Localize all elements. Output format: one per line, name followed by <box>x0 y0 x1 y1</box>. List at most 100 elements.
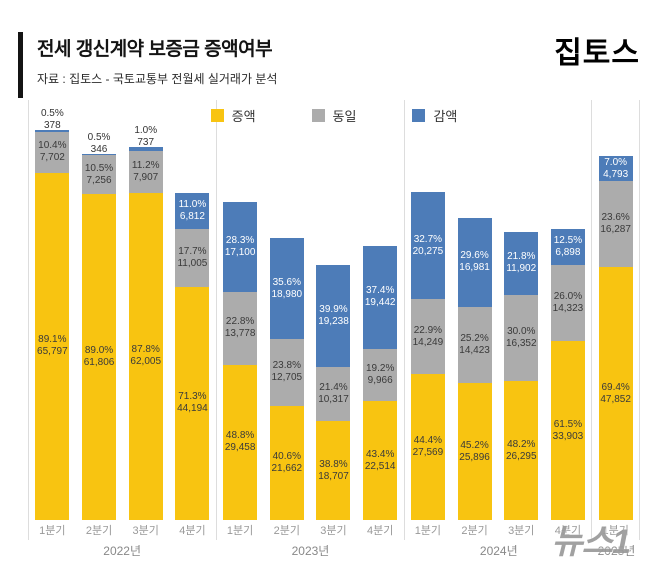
quarter-label: 1분기 <box>39 525 66 537</box>
bar-slot: 12.5% 6,898 26.0% 14,323 61.5% 33,903 4분기 <box>545 100 592 540</box>
segment-value: 14,249 <box>412 336 444 348</box>
segment-percent: 22.8% <box>225 316 255 328</box>
bar-segment-same: 11.2% 7,907 <box>128 150 163 193</box>
bar-segment-increase: 89.1% 65,797 <box>35 172 70 520</box>
source-note: 자료 : 집토스 - 국토교통부 전월세 실거래가 분석 <box>37 72 278 86</box>
segment-value: 29,458 <box>224 442 256 454</box>
segment-labels-increase: 69.4% 47,852 <box>600 382 631 406</box>
segment-labels-decrease: 1.0% 737 <box>134 125 157 149</box>
segment-percent: 17.7% <box>178 245 207 257</box>
bar-segment-decrease: 28.3% 17,100 <box>223 201 258 292</box>
bar-segment-same: 23.8% 12,705 <box>269 338 304 406</box>
segment-percent: 0.5% <box>87 131 111 143</box>
segment-value: 18,980 <box>271 288 303 300</box>
segment-value: 12,705 <box>271 372 303 384</box>
stacked-bar: 32.7% 20,275 22.9% 14,249 44.4% 27,569 <box>410 192 445 520</box>
segment-percent: 11.0% <box>178 198 207 210</box>
bar-segment-same: 10.4% 7,702 <box>35 132 70 173</box>
segment-labels-same: 23.8% 12,705 <box>272 360 303 384</box>
segment-labels-decrease: 21.8% 11,902 <box>506 251 536 275</box>
segment-value: 25,896 <box>459 451 490 463</box>
segment-labels-decrease: 0.5% 378 <box>41 108 64 132</box>
segment-value: 14,323 <box>552 303 584 315</box>
segment-labels-same: 10.5% 7,256 <box>85 163 113 187</box>
segment-value: 19,442 <box>364 297 396 309</box>
segment-value: 11,005 <box>177 257 208 269</box>
bar-segment-same: 22.8% 13,778 <box>223 291 258 365</box>
segment-value: 17,100 <box>224 246 256 258</box>
segment-value: 7,907 <box>133 171 159 183</box>
segment-value: 27,569 <box>412 447 444 459</box>
bar-slot: 28.3% 17,100 22.8% 13,778 48.8% 29,458 1분기 <box>217 100 264 540</box>
bar-segment-increase: 71.3% 44,194 <box>175 286 210 520</box>
segment-percent: 40.6% <box>272 450 301 462</box>
segment-labels-same: 26.0% 14,323 <box>553 291 584 315</box>
legend-swatch-decrease <box>412 109 426 122</box>
segment-value: 9,966 <box>367 374 393 386</box>
bar-slot: 11.0% 6,812 17.7% 11,005 71.3% 44,194 4분기 <box>169 100 216 540</box>
segment-labels-increase: 48.2% 26,295 <box>506 439 537 463</box>
segment-value: 18,707 <box>318 470 349 482</box>
segment-percent: 0.5% <box>40 108 64 120</box>
bar-segment-increase: 43.4% 22,514 <box>363 401 398 520</box>
segment-labels-same: 19.2% 9,966 <box>366 363 394 387</box>
legend-label-decrease: 감액 <box>433 109 458 124</box>
quarter-label: 2분기 <box>273 525 300 537</box>
segment-percent: 23.8% <box>272 360 301 372</box>
page-title: 전세 갱신계약 보증금 증액여부 <box>37 39 273 60</box>
segment-value: 11,902 <box>506 263 537 275</box>
stacked-bar: 28.3% 17,100 22.8% 13,778 48.8% 29,458 <box>223 201 258 520</box>
chart-area: 0.5% 378 10.4% 7,702 89.1% 65,797 1분기 0.5% 346 10… <box>28 100 640 540</box>
segment-value: 44,194 <box>177 403 208 415</box>
segment-percent: 19.2% <box>365 362 395 374</box>
stacked-bar: 37.4% 19,442 19.2% 9,966 43.4% 22,514 <box>363 245 398 520</box>
segment-labels-same: 11.2% 7,907 <box>132 160 160 184</box>
quarter-label: 3분기 <box>132 525 159 537</box>
segment-labels-increase: 89.0% 61,806 <box>84 345 115 369</box>
bar-segment-decrease: 12.5% 6,898 <box>550 229 585 266</box>
segment-value: 10,317 <box>318 394 349 406</box>
bar-slot: 39.9% 19,238 21.4% 10,317 38.8% 18,707 3분기 <box>310 100 357 540</box>
segment-value: 7,256 <box>86 174 112 186</box>
segment-percent: 44.4% <box>413 435 443 447</box>
segment-percent: 26.0% <box>553 291 583 303</box>
year-labels: 2022년 2023년 2024년 2025년 <box>28 542 640 559</box>
stacked-bar: 7.0% 4,793 23.6% 16,287 69.4% 47,852 <box>598 156 633 520</box>
segment-percent: 32.7% <box>413 233 443 245</box>
segment-percent: 71.3% <box>178 391 207 403</box>
segment-labels-decrease: 39.9% 19,238 <box>318 304 349 328</box>
bar-segment-same: 30.0% 16,352 <box>504 294 539 382</box>
bar-segment-decrease <box>128 147 163 151</box>
bar-segment-same: 10.5% 7,256 <box>82 155 117 194</box>
bar-segment-decrease: 7.0% 4,793 <box>598 156 633 182</box>
bar-segment-decrease: 11.0% 6,812 <box>175 192 210 229</box>
segment-value: 22,514 <box>364 460 396 472</box>
segment-value: 16,287 <box>600 224 631 236</box>
segment-labels-increase: 38.8% 18,707 <box>318 459 349 483</box>
segment-value: 378 <box>43 120 61 132</box>
segment-percent: 48.8% <box>225 430 255 442</box>
bar-segment-same: 26.0% 14,323 <box>550 265 585 342</box>
year-group: 7.0% 4,793 23.6% 16,287 69.4% 47,852 1분기 <box>592 100 640 540</box>
bar-slot: 35.6% 18,980 23.8% 12,705 40.6% 21,662 2분기 <box>263 100 310 540</box>
segment-percent: 23.6% <box>601 212 630 224</box>
segment-labels-same: 17.7% 11,005 <box>177 246 207 270</box>
bar-segment-decrease: 39.9% 19,238 <box>316 265 351 367</box>
segment-percent: 89.0% <box>84 344 114 356</box>
bar-segment-decrease <box>82 153 117 156</box>
bar-segment-increase: 44.4% 27,569 <box>410 374 445 520</box>
segment-value: 21,662 <box>271 462 303 474</box>
segment-percent: 43.4% <box>365 448 395 460</box>
bar-segment-increase: 69.4% 47,852 <box>598 267 633 520</box>
segment-percent: 38.8% <box>319 458 348 470</box>
bar-segment-increase: 48.2% 26,295 <box>504 381 539 520</box>
segment-value: 47,852 <box>600 393 631 405</box>
segment-percent: 37.4% <box>365 285 395 297</box>
segment-percent: 25.2% <box>460 333 489 345</box>
bar-segment-decrease: 35.6% 18,980 <box>269 238 304 339</box>
segment-labels-increase: 61.5% 33,903 <box>553 419 584 443</box>
segment-percent: 30.0% <box>507 326 536 338</box>
segment-percent: 21.8% <box>507 251 536 263</box>
segment-labels-increase: 71.3% 44,194 <box>177 391 208 415</box>
legend-swatch-same <box>311 109 325 122</box>
